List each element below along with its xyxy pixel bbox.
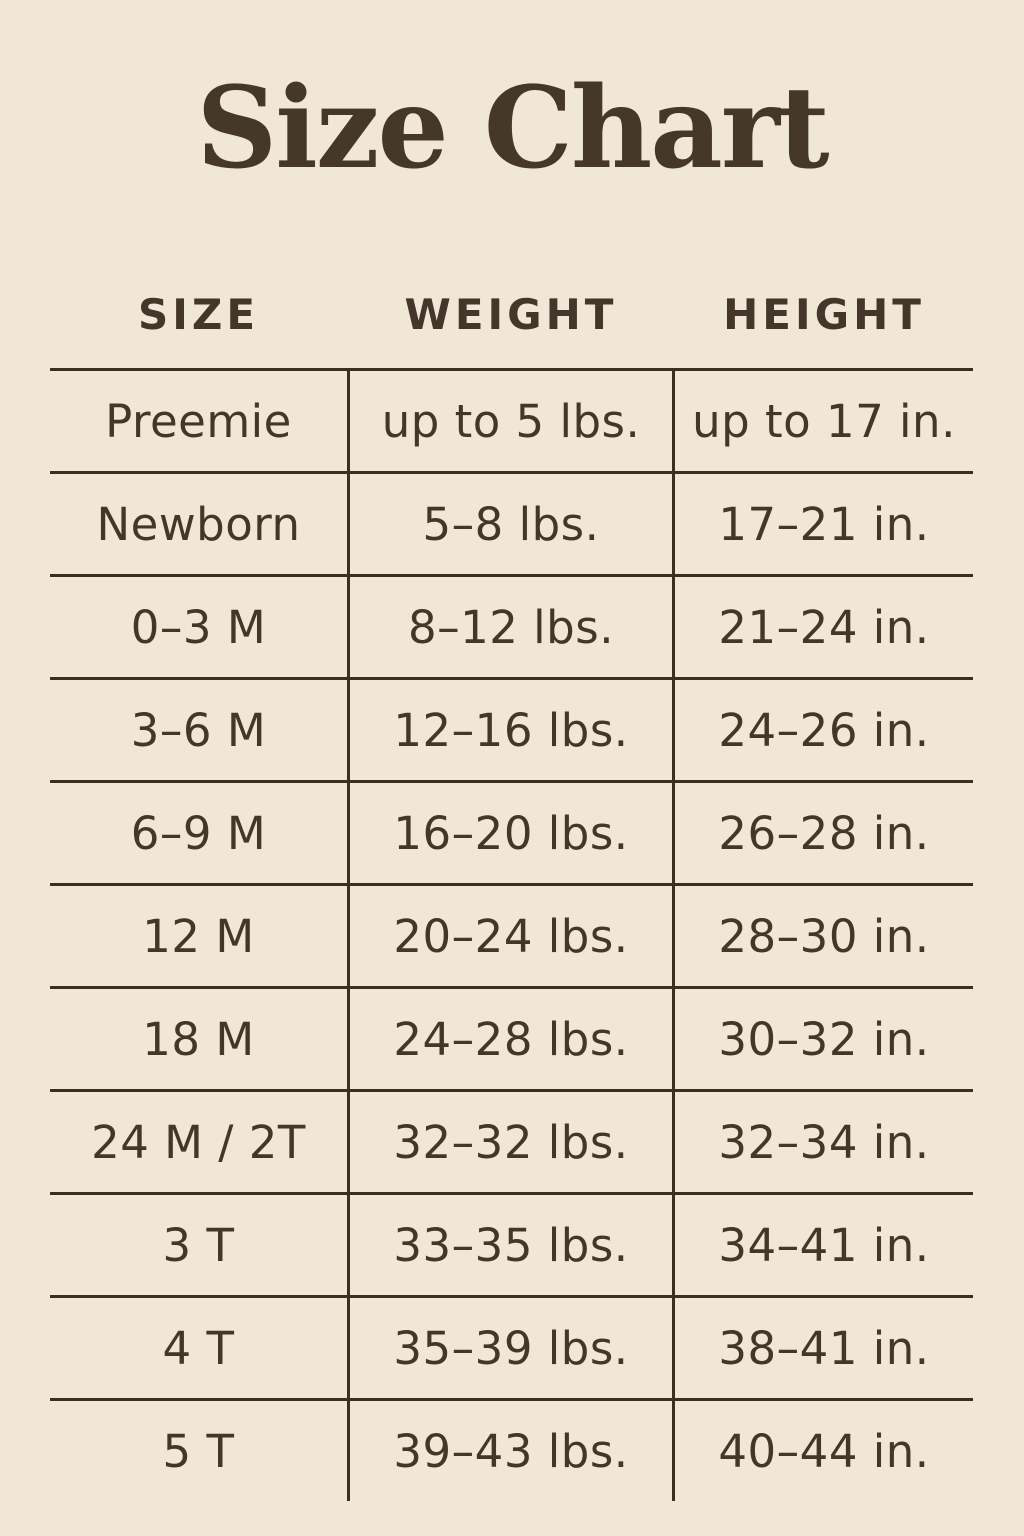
- table-row: 18 M 24–28 lbs. 30–32 in.: [50, 986, 973, 1089]
- table-row: 3–6 M 12–16 lbs. 24–26 in.: [50, 677, 973, 780]
- table-row: Newborn 5–8 lbs. 17–21 in.: [50, 471, 973, 574]
- weight-cell: 16–20 lbs.: [347, 783, 675, 883]
- height-cell: 17–21 in.: [718, 497, 930, 551]
- weight-cell: 33–35 lbs.: [347, 1195, 675, 1295]
- weight-cell: 8–12 lbs.: [347, 577, 675, 677]
- height-cell: 34–41 in.: [718, 1218, 930, 1272]
- weight-cell: 12–16 lbs.: [347, 680, 675, 780]
- weight-cell: 32–32 lbs.: [347, 1092, 675, 1192]
- size-cell: 24 M / 2T: [91, 1115, 306, 1169]
- size-cell: Newborn: [96, 497, 301, 551]
- table-body: Preemie up to 5 lbs. up to 17 in. Newborn 5–…: [50, 368, 973, 1501]
- height-cell: up to 17 in.: [692, 394, 956, 448]
- weight-cell: 5–8 lbs.: [347, 474, 675, 574]
- table-row: 12 M 20–24 lbs. 28–30 in.: [50, 883, 973, 986]
- height-cell: 24–26 in.: [718, 703, 930, 757]
- height-cell: 26–28 in.: [718, 806, 930, 860]
- size-cell: 0–3 M: [130, 600, 267, 654]
- column-header-weight: WEIGHT: [404, 289, 618, 339]
- weight-cell: up to 5 lbs.: [347, 371, 675, 471]
- column-header-size: SIZE: [137, 289, 260, 339]
- size-cell: 3 T: [162, 1218, 235, 1272]
- weight-cell: 39–43 lbs.: [347, 1401, 675, 1501]
- weight-cell: 35–39 lbs.: [347, 1298, 675, 1398]
- size-cell: 3–6 M: [130, 703, 267, 757]
- weight-cell: 20–24 lbs.: [347, 886, 675, 986]
- table-row: 3 T 33–35 lbs. 34–41 in.: [50, 1192, 973, 1295]
- size-cell: 4 T: [162, 1321, 235, 1375]
- weight-cell: 24–28 lbs.: [347, 989, 675, 1089]
- table-header-row: SIZE WEIGHT HEIGHT: [50, 260, 973, 368]
- column-header-height: HEIGHT: [723, 289, 925, 339]
- size-cell: 18 M: [142, 1012, 255, 1066]
- height-cell: 32–34 in.: [718, 1115, 930, 1169]
- size-cell: 12 M: [142, 909, 255, 963]
- height-cell: 28–30 in.: [718, 909, 930, 963]
- height-cell: 30–32 in.: [718, 1012, 930, 1066]
- table-row: 4 T 35–39 lbs. 38–41 in.: [50, 1295, 973, 1398]
- size-cell: 6–9 M: [130, 806, 267, 860]
- table-row: 24 M / 2T 32–32 lbs. 32–34 in.: [50, 1089, 973, 1192]
- height-cell: 40–44 in.: [718, 1424, 930, 1478]
- table-row: 5 T 39–43 lbs. 40–44 in.: [50, 1398, 973, 1501]
- size-cell: 5 T: [162, 1424, 235, 1478]
- table-row: Preemie up to 5 lbs. up to 17 in.: [50, 368, 973, 471]
- table-row: 6–9 M 16–20 lbs. 26–28 in.: [50, 780, 973, 883]
- size-cell: Preemie: [105, 394, 292, 448]
- height-cell: 21–24 in.: [718, 600, 930, 654]
- page-title: Size Chart: [196, 63, 829, 194]
- table-row: 0–3 M 8–12 lbs. 21–24 in.: [50, 574, 973, 677]
- size-chart-table: SIZE WEIGHT HEIGHT Preemie up to 5 lbs. up…: [50, 260, 973, 1501]
- height-cell: 38–41 in.: [718, 1321, 930, 1375]
